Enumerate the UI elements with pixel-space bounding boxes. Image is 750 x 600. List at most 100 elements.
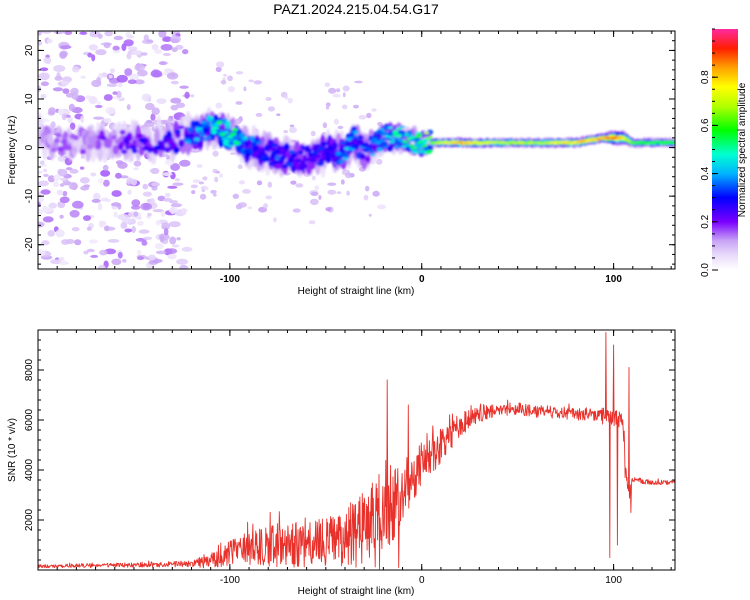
ridge-cell: [280, 155, 287, 160]
spectral-blob: [243, 86, 247, 92]
spectral-blob: [182, 49, 189, 55]
spectral-blob: [333, 118, 339, 125]
ridge-cell: [416, 133, 423, 137]
ridge-cell: [95, 139, 102, 150]
spectral-blob: [376, 158, 383, 165]
spectral-blob: [103, 118, 112, 124]
ridge-cell: [382, 144, 389, 149]
spectral-blob: [235, 101, 243, 105]
spectral-blob: [119, 175, 129, 179]
spectral-blob: [93, 116, 104, 120]
ridge-cell: [325, 152, 332, 156]
ridge-cell: [245, 147, 252, 152]
spectral-blob: [342, 85, 350, 92]
ridge-cell: [342, 156, 349, 161]
spectral-blob: [59, 196, 70, 204]
spectral-blob: [358, 115, 367, 120]
ridge-cell: [257, 146, 264, 151]
ridge-cell: [105, 138, 112, 149]
spectral-blob: [131, 205, 141, 210]
spectral-blob: [290, 180, 297, 185]
colorbar-axes: 0.0 0.2 0.4 0.6 0.8: [700, 28, 718, 277]
ridge-cell: [340, 141, 347, 145]
ridge-cell: [259, 150, 266, 155]
spectral-ridge: [38, 106, 675, 179]
spectral-blob: [136, 249, 142, 256]
ridge-cell: [45, 128, 52, 135]
ridge-cell: [420, 149, 427, 152]
ridge-cell: [397, 138, 404, 142]
spectral-blob: [43, 173, 49, 177]
spectral-blob: [328, 87, 337, 94]
ridge-cell: [90, 141, 97, 147]
spectral-blob: [53, 174, 61, 181]
spectral-blob: [67, 116, 73, 124]
spectral-blob: [232, 193, 239, 199]
ridge-cell: [207, 116, 214, 120]
spectral-blob: [99, 249, 108, 256]
spectral-blob: [111, 258, 122, 266]
spectral-blob: [311, 175, 316, 181]
spectral-blob: [161, 172, 173, 177]
ridge-cell: [110, 135, 118, 140]
ridge-cell: [321, 141, 328, 146]
spectral-blob: [170, 97, 182, 104]
spectrogram-x-tick-label: -100: [220, 274, 240, 285]
spectral-blob: [40, 31, 53, 34]
ridge-cell: [344, 146, 351, 151]
ridge-cell: [269, 147, 276, 151]
spectral-blob: [123, 39, 134, 47]
spectral-blob: [220, 80, 227, 85]
ridge-cell: [71, 147, 78, 154]
ridge-cell: [352, 130, 359, 135]
spectral-blob: [199, 193, 207, 200]
ridge-cell: [100, 135, 107, 141]
spectral-blob: [237, 164, 243, 169]
spectral-blob: [217, 146, 224, 150]
ridge-cell: [211, 130, 218, 135]
ridge-cell: [364, 156, 371, 163]
spectral-blob: [120, 222, 128, 229]
ridge-cell: [60, 139, 67, 145]
spectral-blob: [38, 40, 43, 46]
spectral-blob: [176, 258, 189, 265]
spectral-blob: [354, 80, 363, 84]
snr-x-tick-label: -100: [220, 575, 240, 586]
spectral-blob: [79, 31, 88, 35]
spectral-blob: [103, 42, 111, 49]
spectral-blob: [200, 185, 209, 191]
colorbar-tick-label: 0.0: [700, 263, 711, 277]
ridge-cell: [368, 149, 375, 153]
spectral-blob: [191, 190, 196, 195]
ridge-cell: [273, 160, 280, 164]
spectral-blob: [112, 45, 120, 51]
spectral-blob: [276, 113, 281, 116]
ridge-cell: [66, 144, 73, 151]
ridge-cell: [197, 123, 204, 128]
spectral-blob: [191, 184, 198, 188]
ridge-cell: [342, 151, 349, 159]
ridge-cell: [425, 151, 432, 155]
ridge-cell: [411, 138, 418, 142]
ridge-cell: [226, 135, 233, 139]
spectral-blob: [181, 208, 187, 215]
spectral-blob: [142, 191, 152, 197]
spectral-blob: [110, 68, 115, 74]
spectral-blob: [97, 202, 103, 211]
spectral-blob: [40, 206, 53, 213]
colorbar-tick-label: 0.4: [700, 166, 711, 180]
ridge-cell: [274, 155, 282, 160]
spectral-blob: [93, 192, 101, 201]
spectral-blob: [255, 112, 263, 117]
ridge-cell: [283, 145, 290, 150]
spectral-blob: [223, 73, 227, 77]
ridge-cell: [131, 148, 138, 154]
spectral-blob: [56, 189, 64, 196]
ridge-cell: [318, 146, 325, 151]
spectral-blob: [215, 66, 222, 73]
spectral-blob: [152, 209, 165, 213]
spectral-blob: [253, 80, 262, 85]
spectral-blob: [238, 180, 245, 185]
spectral-blob: [103, 179, 110, 187]
ridge-cell: [119, 129, 126, 135]
